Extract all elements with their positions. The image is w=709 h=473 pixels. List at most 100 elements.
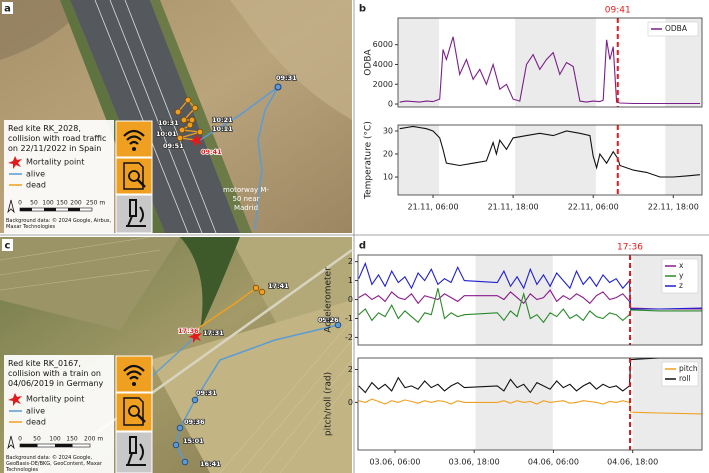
x-tick-label: 04.06, 06:00 bbox=[528, 458, 579, 467]
x-tick-label: 04.06, 18:00 bbox=[607, 458, 658, 467]
icon-wifi-dot bbox=[132, 382, 136, 386]
y-tick-label: -1 bbox=[345, 314, 353, 323]
series-line bbox=[399, 36, 700, 105]
icon-tag bbox=[115, 355, 153, 393]
y-tick-label: 6000 bbox=[373, 40, 393, 49]
legend-label: dead bbox=[26, 181, 46, 190]
time-label: 09:26 bbox=[318, 316, 339, 324]
time-label: 09:36 bbox=[184, 418, 205, 426]
map-field bbox=[0, 237, 180, 330]
y-tick-label: 30 bbox=[383, 126, 393, 135]
y-tick-label: 2 bbox=[348, 365, 353, 374]
scale-bar bbox=[20, 208, 32, 211]
y-tick-label: 0 bbox=[348, 295, 353, 304]
map-field bbox=[150, 300, 352, 473]
icon-magnifier bbox=[137, 179, 146, 188]
field-stripes bbox=[0, 236, 353, 473]
lane-line bbox=[109, 0, 203, 234]
plot-frame bbox=[357, 357, 703, 451]
night-span bbox=[515, 125, 596, 195]
map-field bbox=[230, 237, 352, 330]
map-caption: Red kite RK_2028, collision with road tr… bbox=[8, 124, 107, 153]
track-points-dead bbox=[252, 284, 266, 296]
time-label: 09:51 bbox=[163, 142, 184, 150]
plot-frame bbox=[397, 124, 703, 196]
icon-magnifier bbox=[128, 170, 140, 182]
series-line bbox=[358, 398, 702, 415]
legend-label: pitch bbox=[679, 364, 698, 373]
time-label: 17:31 bbox=[203, 329, 224, 337]
x-tick-label: 22.11, 06:00 bbox=[568, 203, 619, 212]
track-point bbox=[274, 83, 282, 91]
y-axis-label: Temperature (°C) bbox=[364, 121, 374, 200]
scale-label: 250 m bbox=[86, 200, 105, 207]
legend-box bbox=[4, 355, 114, 473]
panel-label-box bbox=[357, 239, 368, 251]
series-line bbox=[399, 125, 701, 178]
event-label: 17:36 bbox=[617, 243, 643, 253]
scale-label: 200 m bbox=[84, 436, 103, 443]
x-tick-label: 22.11, 18:00 bbox=[648, 203, 699, 212]
icon-analysis bbox=[115, 392, 153, 432]
plot-frame bbox=[397, 17, 703, 108]
plot-frame bbox=[357, 254, 703, 346]
x-tick-label: 21.11, 06:00 bbox=[408, 203, 459, 212]
icon-tag bbox=[115, 120, 153, 158]
panel-label: c bbox=[5, 241, 11, 252]
map-field bbox=[230, 0, 352, 120]
y-axis-label: pitch/roll (rad) bbox=[324, 372, 334, 436]
north-arrow bbox=[7, 435, 15, 450]
time-label: 10:21 bbox=[212, 116, 233, 124]
legend-label: alive bbox=[26, 407, 45, 416]
time-label: 09:31 bbox=[276, 74, 297, 82]
night-span bbox=[398, 18, 440, 107]
event-label: 09:41 bbox=[605, 6, 631, 16]
lane-line bbox=[94, 0, 189, 234]
track-points-alive bbox=[172, 321, 342, 466]
night-span bbox=[515, 18, 596, 107]
legend-box bbox=[647, 21, 699, 37]
north-arrow bbox=[7, 199, 15, 214]
legend-label: dead bbox=[26, 418, 46, 427]
motorway bbox=[70, 0, 240, 233]
icon-document bbox=[123, 162, 144, 190]
map-trees bbox=[180, 237, 240, 330]
time-label: 17:41 bbox=[268, 282, 289, 290]
x-tick-label: 03.06, 18:00 bbox=[449, 458, 500, 467]
time-label: 10:31 bbox=[158, 119, 179, 127]
scale-label: 150 bbox=[66, 436, 78, 443]
y-tick-label: 1 bbox=[348, 276, 353, 285]
map-caption: Red kite RK_0167, collision with a train… bbox=[8, 359, 104, 388]
panel-label-box bbox=[357, 2, 368, 14]
panel-label: b bbox=[359, 4, 366, 15]
time-label: 17:36 bbox=[178, 327, 199, 335]
track-alive bbox=[199, 86, 279, 231]
time-label: 15:01 bbox=[183, 437, 204, 445]
legend-label: Mortality point bbox=[26, 158, 84, 167]
track-points-dead bbox=[174, 96, 204, 142]
y-axis-label: Accelerometer bbox=[324, 267, 334, 333]
map-c: 17:41 17:36 17:31 09:26 09:31 09:36 15:0… bbox=[0, 236, 353, 473]
y-tick-label: 2 bbox=[348, 257, 353, 266]
time-label: 16:41 bbox=[200, 460, 221, 468]
series-line bbox=[358, 261, 702, 310]
legend-label: alive bbox=[26, 170, 45, 179]
scale-label: 200 bbox=[70, 200, 82, 207]
icon-microscope bbox=[126, 199, 146, 227]
lane-line bbox=[124, 0, 217, 234]
map-a: 10:31 10:21 10:01 10:11 09:51 09:41 09:3… bbox=[0, 0, 352, 234]
time-label: 09:41 bbox=[201, 148, 222, 156]
map-annotation: motorway M-50 near Madrid bbox=[223, 186, 269, 212]
scale-label: 0 bbox=[18, 200, 22, 207]
icon-magnifier bbox=[128, 405, 140, 417]
night-span bbox=[398, 125, 440, 195]
y-tick-label: 20 bbox=[383, 150, 393, 159]
panel-label-box bbox=[2, 239, 13, 251]
panel-label-box bbox=[2, 2, 13, 14]
night-span bbox=[665, 125, 702, 195]
icon-document bbox=[123, 397, 144, 426]
scale-bar bbox=[68, 208, 80, 211]
y-tick-label: -2 bbox=[345, 333, 353, 342]
legend-label: Mortality point bbox=[26, 395, 84, 404]
